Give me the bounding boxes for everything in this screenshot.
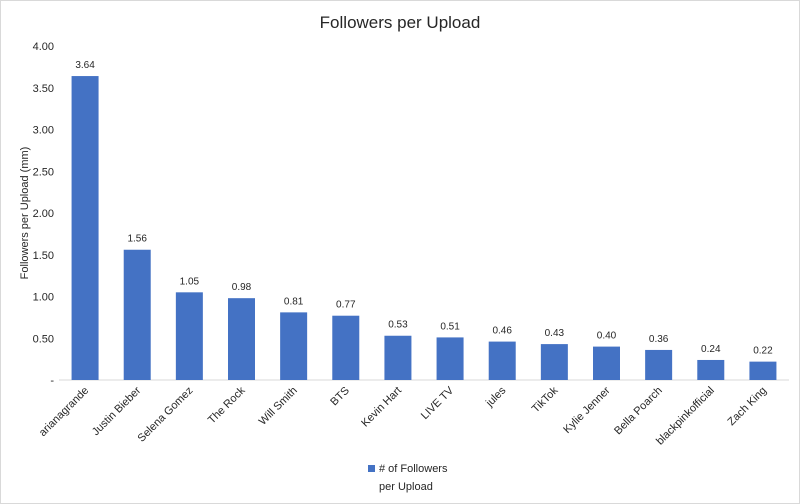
y-axis-title: Followers per Upload (mm) <box>19 147 31 280</box>
x-tick-label: Bella Poarch <box>612 385 665 438</box>
x-tick-label: Will Smith <box>257 385 300 428</box>
data-label: 0.81 <box>284 296 304 307</box>
bar <box>332 315 360 380</box>
x-tick-label: arianagrande <box>37 385 91 439</box>
bar <box>228 298 255 380</box>
bar <box>488 341 516 380</box>
data-label: 0.40 <box>597 331 617 342</box>
legend-label-line-1: # of Followers <box>379 463 448 475</box>
data-label: 3.64 <box>75 60 95 71</box>
x-tick-label: Zach King <box>726 385 770 429</box>
bar <box>436 337 464 380</box>
bar <box>123 249 151 380</box>
y-tick-label: 3.00 <box>33 125 54 137</box>
y-tick-label: 0.50 <box>33 333 54 345</box>
data-label: 0.43 <box>545 328 565 339</box>
data-label: 0.51 <box>440 321 460 332</box>
y-tick-label: 3.50 <box>33 83 54 95</box>
bar <box>645 349 673 380</box>
y-tick-label: 2.50 <box>33 166 54 178</box>
data-label: 0.24 <box>701 344 721 355</box>
data-labels: 3.64 1.56 1.05 0.98 0.81 0.77 0.53 0.51 0.46 0.43… <box>75 60 773 357</box>
x-tick-label: Selena Gomez <box>136 385 196 445</box>
y-tick-label: 4.00 <box>33 41 54 53</box>
data-label: 0.46 <box>492 326 512 337</box>
data-label: 0.36 <box>649 334 669 345</box>
bar <box>175 292 203 380</box>
data-label: 0.22 <box>753 346 773 357</box>
bar <box>749 361 777 380</box>
y-tick-label: 1.00 <box>33 292 54 304</box>
y-tick-label: - <box>50 375 54 387</box>
x-tick-label: Kevin Hart <box>359 385 404 430</box>
data-label: 0.53 <box>388 320 408 331</box>
y-tick-label: 2.00 <box>33 208 54 220</box>
y-axis-ticks: - 0.50 1.00 1.50 2.00 2.50 3.00 3.50 4.00 <box>33 41 55 387</box>
x-tick-label: BTS <box>328 385 352 409</box>
y-tick-label: 1.50 <box>33 250 54 262</box>
x-tick-label: Justin Bieber <box>90 384 144 438</box>
x-tick-label: TikTok <box>530 384 561 415</box>
bars <box>71 76 777 380</box>
chart-title: Followers per Upload <box>320 13 481 32</box>
data-label: 1.05 <box>180 276 200 287</box>
bar <box>540 344 568 380</box>
x-tick-label: LIVE TV <box>419 384 457 422</box>
legend-swatch <box>368 465 375 472</box>
bar <box>384 335 412 380</box>
legend-label-line-2: per Upload <box>379 481 433 493</box>
data-label: 1.56 <box>127 234 147 245</box>
x-tick-label: The Rock <box>206 384 248 426</box>
bar <box>71 76 99 380</box>
data-label: 0.77 <box>336 300 356 311</box>
data-label: 0.98 <box>232 282 252 293</box>
legend: # of Followers per Upload <box>368 463 448 493</box>
bar <box>697 359 725 380</box>
bar <box>593 346 620 380</box>
bar <box>280 312 308 380</box>
x-tick-label: Kylie Jenner <box>561 384 613 436</box>
x-tick-label: jules <box>483 384 509 410</box>
